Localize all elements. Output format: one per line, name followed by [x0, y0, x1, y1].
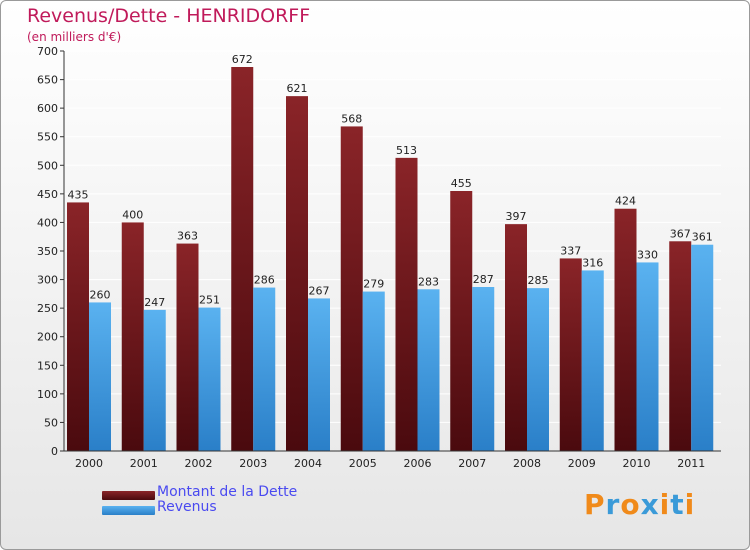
y-tick-label: 0: [51, 445, 58, 458]
data-label-revenus-2001: 247: [144, 296, 165, 309]
logo-letter: x: [640, 488, 660, 521]
data-label-dette-2010: 424: [615, 195, 636, 208]
chart-title: Revenus/Dette - HENRIDORFF: [27, 5, 311, 27]
y-tick-label: 700: [37, 45, 58, 58]
data-label-revenus-2000: 260: [90, 288, 111, 301]
x-tick-label: 2000: [75, 457, 103, 470]
bar-revenus-2008: [527, 288, 549, 451]
bar-revenus-2011: [691, 244, 714, 451]
data-label-revenus-2007: 287: [473, 273, 494, 286]
data-label-revenus-2005: 279: [363, 278, 384, 291]
legend-label-dette: Montant de la Dette: [157, 484, 298, 500]
data-label-dette-2005: 568: [341, 112, 362, 125]
data-label-dette-2001: 400: [122, 208, 143, 221]
x-tick-label: 2001: [130, 457, 158, 470]
bar-dette-2006: [395, 157, 418, 451]
bar-revenus-2005: [362, 291, 385, 451]
logo-letter: i: [659, 488, 671, 521]
bar-dette-2003: [231, 67, 254, 451]
logo-letter: r: [605, 488, 621, 521]
logo-letter: i: [684, 488, 696, 521]
x-tick-label: 2002: [185, 457, 213, 470]
bars: [67, 67, 714, 452]
data-label-revenus-2003: 286: [254, 274, 275, 287]
y-tick-label: 650: [37, 74, 58, 87]
x-axis-ticks: 2000 2001 2002 2003 2004 2005 2006 2007 2008 2009…: [75, 457, 705, 470]
data-label-revenus-2006: 283: [418, 275, 439, 288]
y-tick-label: 550: [37, 131, 58, 144]
gridlines: [64, 50, 721, 452]
bar-dette-2000: [67, 202, 89, 451]
data-label-dette-2004: 621: [287, 82, 308, 95]
bar-revenus-2004: [308, 298, 330, 451]
data-label-dette-2009: 337: [560, 244, 581, 257]
data-label-dette-2000: 435: [68, 188, 89, 201]
chart-subtitle: (en milliers d'€): [27, 30, 122, 44]
y-tick-label: 300: [37, 274, 58, 287]
bar-dette-2002: [176, 243, 199, 451]
data-label-dette-2008: 397: [506, 210, 527, 223]
y-axis-ticks: 0 50 100 150 200 250 300 350 400 450 500 550 600 650 7…: [37, 45, 64, 458]
y-tick-label: 450: [37, 188, 58, 201]
data-label-revenus-2011: 361: [692, 231, 713, 244]
bar-dette-2007: [450, 191, 473, 451]
data-label-dette-2002: 363: [177, 230, 198, 243]
y-tick-label: 250: [37, 302, 58, 315]
data-label-revenus-2010: 330: [637, 248, 658, 261]
proxiti-logo: Proxiti: [584, 488, 695, 521]
logo-letter: P: [584, 488, 606, 521]
x-tick-label: 2007: [458, 457, 486, 470]
data-label-revenus-2008: 285: [528, 274, 549, 287]
bar-revenus-2010: [636, 262, 659, 451]
x-tick-label: 2009: [568, 457, 596, 470]
bar-dette-2010: [614, 208, 637, 451]
logo-letter: o: [620, 488, 641, 521]
y-tick-label: 200: [37, 331, 58, 344]
bar-revenus-2007: [472, 287, 495, 451]
y-tick-label: 100: [37, 388, 58, 401]
bar-dette-2008: [505, 224, 527, 451]
x-tick-label: 2011: [677, 457, 705, 470]
y-tick-label: 600: [37, 102, 58, 115]
legend-label-revenus: Revenus: [157, 499, 217, 515]
x-tick-label: 2010: [623, 457, 651, 470]
data-labels: 435 260 400 247 363 251 672 286 621 267 568 279 513 2…: [68, 53, 713, 309]
x-tick-label: 2004: [294, 457, 322, 470]
y-tick-label: 500: [37, 159, 58, 172]
data-label-dette-2011: 367: [670, 227, 691, 240]
bar-revenus-2001: [143, 309, 166, 451]
x-tick-label: 2005: [349, 457, 377, 470]
x-tick-label: 2006: [404, 457, 432, 470]
y-tick-label: 150: [37, 359, 58, 372]
logo-letter: t: [670, 488, 685, 521]
bar-revenus-2009: [581, 270, 604, 451]
bar-dette-2011: [669, 241, 692, 451]
data-label-revenus-2009: 316: [582, 256, 603, 269]
y-tick-label: 350: [37, 245, 58, 258]
y-tick-label: 400: [37, 216, 58, 229]
data-label-dette-2007: 455: [451, 177, 472, 190]
bar-revenus-2000: [89, 302, 111, 451]
data-label-revenus-2004: 267: [309, 284, 330, 297]
data-label-dette-2003: 672: [232, 53, 253, 66]
y-tick-label: 50: [44, 416, 58, 429]
legend-swatch-dette: [102, 491, 155, 500]
legend-swatch-revenus: [102, 506, 155, 515]
bar-dette-2005: [340, 126, 363, 451]
bar-revenus-2003: [253, 287, 276, 451]
bar-dette-2004: [286, 96, 308, 452]
x-tick-label: 2003: [239, 457, 267, 470]
x-tick-label: 2008: [513, 457, 541, 470]
bar-revenus-2002: [198, 307, 221, 451]
bar-dette-2001: [121, 222, 144, 451]
axes: [63, 51, 721, 452]
bar-dette-2009: [559, 258, 582, 451]
data-label-dette-2006: 513: [396, 144, 417, 157]
data-label-revenus-2002: 251: [199, 294, 220, 307]
bar-revenus-2006: [417, 289, 440, 451]
